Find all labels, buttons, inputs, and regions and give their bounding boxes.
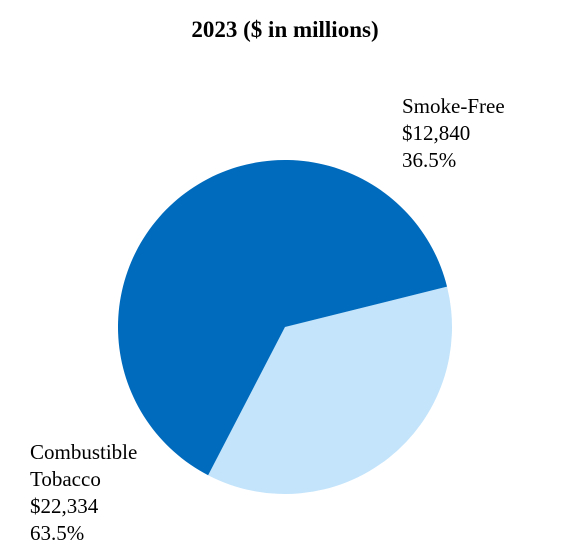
slice-label-combustible-tobacco: Combustible Tobacco $22,334 63.5% <box>30 440 137 545</box>
slice-label-line: $12,840 <box>402 121 470 145</box>
pie-slices <box>117 159 452 494</box>
slice-label-line: 36.5% <box>402 148 456 172</box>
slice-label-line: Tobacco <box>30 467 101 491</box>
slice-label-line: Combustible <box>30 440 137 464</box>
pie-slice-smoke-free <box>208 286 452 494</box>
slice-labels: Smoke-Free $12,840 36.5% Combustible Tobacco… <box>30 94 505 545</box>
slice-label-smoke-free: Smoke-Free $12,840 36.5% <box>402 94 505 172</box>
pie-slice-combustible-tobacco <box>117 159 448 476</box>
chart-title: 2023 ($ in millions) <box>191 17 378 42</box>
slice-label-line: $22,334 <box>30 494 99 518</box>
slice-label-line: 63.5% <box>30 521 84 545</box>
slice-label-line: Smoke-Free <box>402 94 505 118</box>
